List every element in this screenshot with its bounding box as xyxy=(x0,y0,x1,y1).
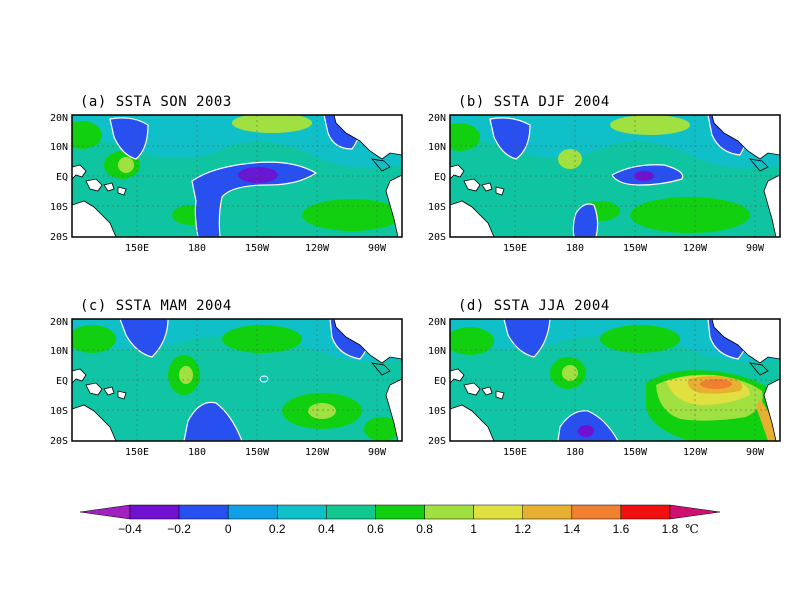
lat-tick-label: 10N xyxy=(50,142,68,153)
panel-title-b: (b) SSTA DJF 2004 xyxy=(458,94,610,110)
colorbar-bin xyxy=(424,504,474,520)
lat-tick-label: 20S xyxy=(428,436,446,447)
colorbar-bin xyxy=(571,504,622,520)
colorbar-tick-label: 0.6 xyxy=(367,522,384,536)
lat-tick-label: EQ xyxy=(56,376,68,387)
colorbar-bin xyxy=(522,504,573,520)
panel-d-frame xyxy=(449,318,781,442)
colorbar-bin xyxy=(277,504,327,520)
lon-tick-label: 180 xyxy=(566,243,584,254)
lon-tick-label: 180 xyxy=(188,243,206,254)
lon-tick-label: 150E xyxy=(503,447,527,458)
colorbar-tick-label: 0.8 xyxy=(416,522,433,536)
lat-tick-label: 10N xyxy=(50,346,68,357)
lat-tick-label: 20S xyxy=(50,436,68,447)
lon-tick-label: 120W xyxy=(683,447,708,458)
lon-tick-label: 90W xyxy=(368,243,387,254)
lon-tick-label: 150E xyxy=(125,243,149,254)
colorbar-bin xyxy=(620,504,671,520)
colorbar-tick-label: 1.6 xyxy=(613,522,630,536)
colorbar-tick-label: 0.2 xyxy=(269,522,286,536)
lon-tick-label: 180 xyxy=(188,447,206,458)
lat-tick-label: EQ xyxy=(434,172,446,183)
panel-b-frame xyxy=(449,114,781,238)
panel-d xyxy=(449,318,781,442)
lat-tick-label: 20N xyxy=(428,113,446,124)
colorbar-tick-label: −0.4 xyxy=(118,522,142,536)
colorbar-below-arrow xyxy=(79,504,131,520)
colorbar-unit-label: ℃ xyxy=(685,522,698,536)
lon-tick-label: 120W xyxy=(305,243,330,254)
colorbar-tick-label: −0.2 xyxy=(167,522,191,536)
colorbar-tick-label: 1 xyxy=(470,522,477,536)
panel-b xyxy=(449,114,781,238)
lat-tick-label: 20N xyxy=(50,113,68,124)
colorbar-bin xyxy=(473,504,523,520)
colorbar-tick-label: 1.2 xyxy=(514,522,531,536)
lon-tick-label: 90W xyxy=(746,243,765,254)
panel-a-frame xyxy=(71,114,403,238)
panel-c xyxy=(71,318,403,442)
lat-tick-label: EQ xyxy=(56,172,68,183)
colorbar-bin xyxy=(375,504,425,520)
panel-c-frame xyxy=(71,318,403,442)
lon-tick-label: 90W xyxy=(368,447,387,458)
lat-tick-label: 10S xyxy=(428,202,446,213)
lon-tick-label: 150E xyxy=(503,243,527,254)
colorbar-bin xyxy=(178,504,229,520)
lon-tick-label: 120W xyxy=(305,447,330,458)
colorbar-above-arrow xyxy=(669,504,721,520)
panel-title-a: (a) SSTA SON 2003 xyxy=(80,94,232,110)
lat-tick-label: EQ xyxy=(434,376,446,387)
lon-tick-label: 180 xyxy=(566,447,584,458)
colorbar-tick-label: 1.4 xyxy=(563,522,580,536)
lat-tick-label: 20S xyxy=(428,232,446,243)
colorbar-bin xyxy=(326,504,376,520)
lat-tick-label: 10S xyxy=(428,406,446,417)
panel-title-c: (c) SSTA MAM 2004 xyxy=(80,298,232,314)
lat-tick-label: 10N xyxy=(428,142,446,153)
lon-tick-label: 150E xyxy=(125,447,149,458)
lon-tick-label: 150W xyxy=(245,447,270,458)
lon-tick-label: 120W xyxy=(683,243,708,254)
lat-tick-label: 10S xyxy=(50,202,68,213)
lon-tick-label: 150W xyxy=(623,243,648,254)
lat-tick-label: 10N xyxy=(428,346,446,357)
lon-tick-label: 150W xyxy=(245,243,270,254)
lat-tick-label: 10S xyxy=(50,406,68,417)
lon-tick-label: 150W xyxy=(623,447,648,458)
colorbar-tick-label: 0 xyxy=(225,522,232,536)
colorbar: −0.4 −0.2 0 0.2 0.4 0.6 0.8 1 1.2 1.4 1.6 1.8 ℃ xyxy=(79,504,721,536)
colorbar-tick-label: 1.8 xyxy=(662,522,679,536)
colorbar-bin xyxy=(129,504,180,520)
panel-title-d: (d) SSTA JJA 2004 xyxy=(458,298,610,314)
colorbar-tick-label: 0.4 xyxy=(318,522,335,536)
lat-tick-label: 20S xyxy=(50,232,68,243)
lat-tick-label: 20N xyxy=(50,317,68,328)
colorbar-bin xyxy=(227,504,278,520)
panel-a xyxy=(71,114,403,238)
lon-tick-label: 90W xyxy=(746,447,765,458)
lat-tick-label: 20N xyxy=(428,317,446,328)
